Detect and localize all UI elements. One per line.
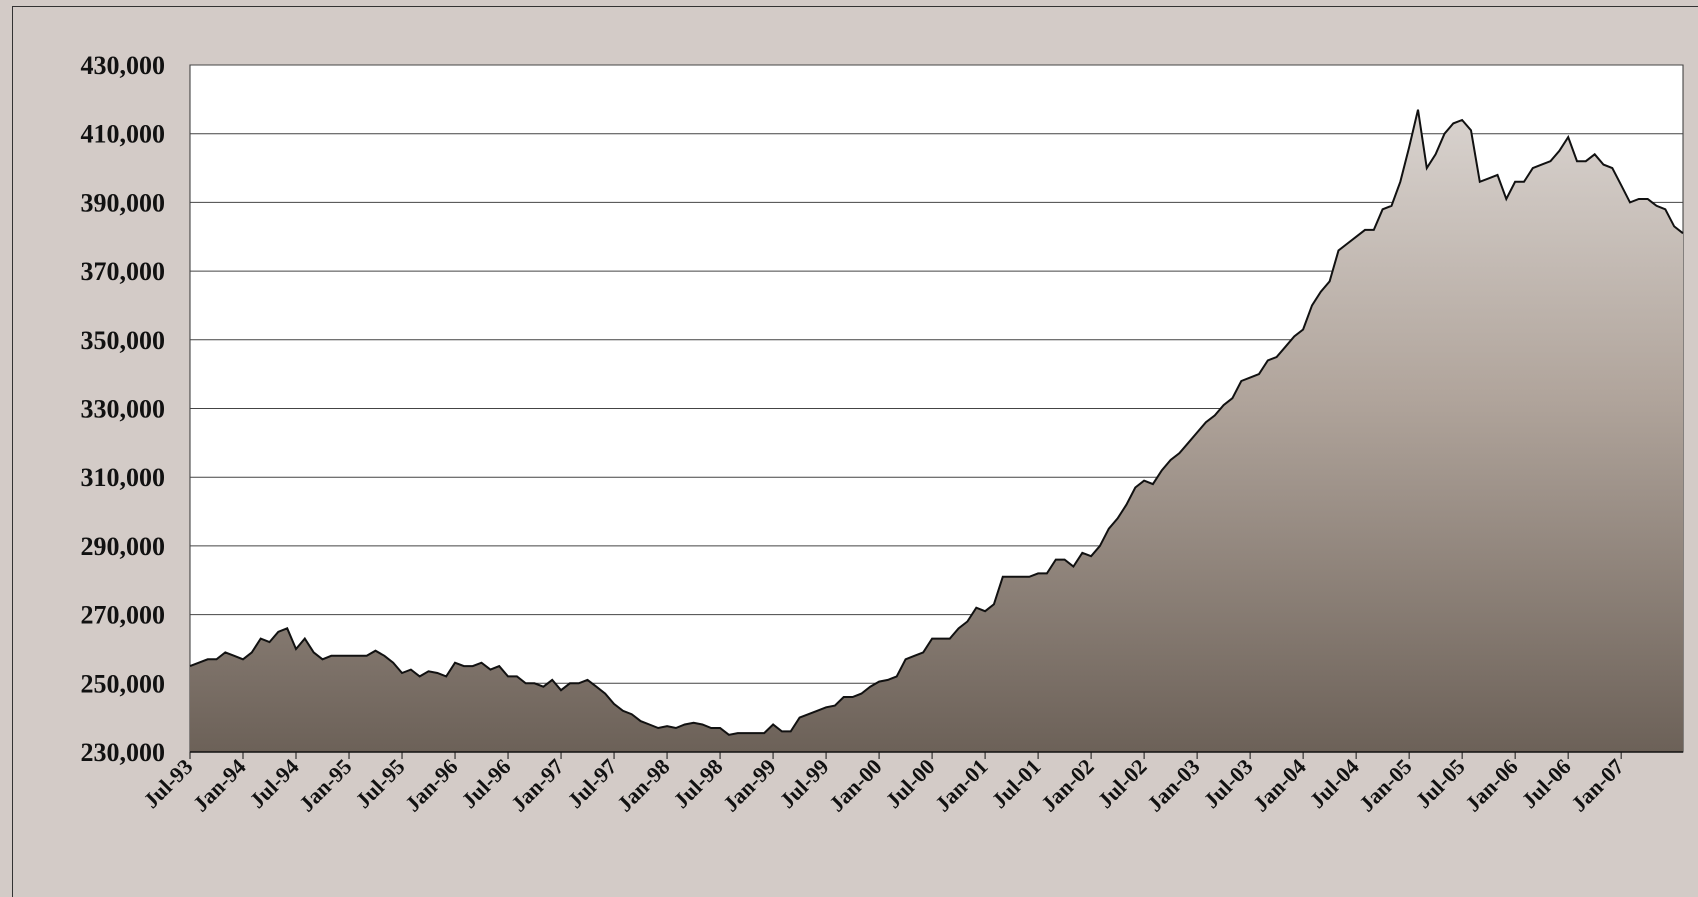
y-tick-label: 410,000 [81, 120, 166, 149]
y-tick-label: 390,000 [81, 188, 166, 217]
y-tick-label: 250,000 [81, 669, 166, 698]
frame [12, 6, 1698, 897]
y-tick-label: 430,000 [81, 51, 166, 80]
y-tick-label: 270,000 [81, 601, 166, 630]
line [189, 109, 1684, 736]
y-tick-label: 370,000 [81, 257, 166, 286]
y-tick-label: 350,000 [81, 326, 166, 355]
y-tick-label: 330,000 [81, 395, 166, 424]
y-tick-label: 290,000 [81, 532, 166, 561]
area [190, 109, 1683, 752]
y-tick-label: 230,000 [81, 738, 166, 767]
y-tick-label: 310,000 [81, 463, 166, 492]
